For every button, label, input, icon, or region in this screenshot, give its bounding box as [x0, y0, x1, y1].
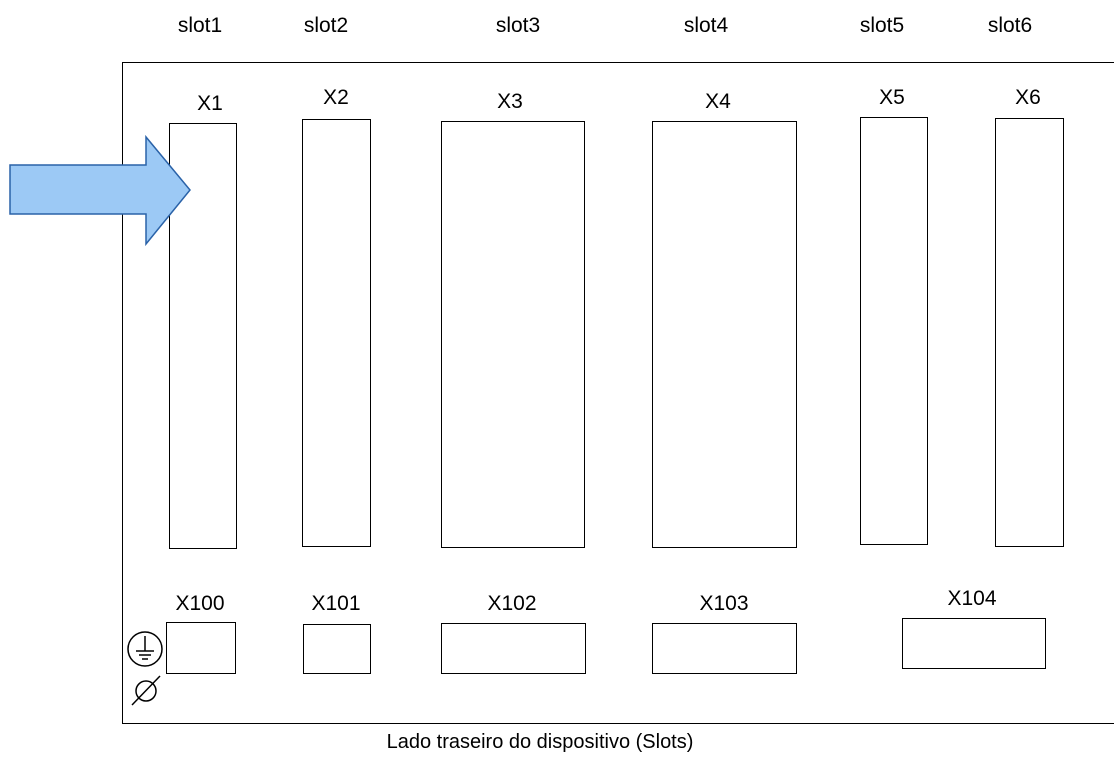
connector-x101-label: X101	[311, 592, 361, 615]
slot4-label: slot4	[683, 14, 729, 37]
connector-x1	[169, 123, 237, 549]
connector-x102-label: X102	[487, 592, 537, 615]
slot5-label: slot5	[859, 14, 905, 37]
connector-x104-label: X104	[947, 587, 997, 610]
connector-x3	[441, 121, 585, 548]
connector-x101	[303, 624, 371, 674]
protective-earth-icon	[127, 631, 163, 667]
connector-x102	[441, 623, 586, 674]
slot3-label: slot3	[495, 14, 541, 37]
right-arrow-icon	[9, 134, 191, 247]
device-rear-panel	[122, 62, 1114, 724]
slot6-label: slot6	[987, 14, 1033, 37]
connector-x5	[860, 117, 928, 545]
connector-x100-label: X100	[175, 592, 225, 615]
slot1-label: slot1	[177, 14, 223, 37]
connector-x2	[302, 119, 371, 547]
connector-x104	[902, 618, 1046, 669]
diameter-icon	[131, 675, 161, 706]
connector-x103	[652, 623, 797, 674]
connector-x100	[166, 622, 236, 674]
connector-x6-label: X6	[1015, 86, 1041, 109]
diagram-caption: Lado traseiro do dispositivo (Slots)	[386, 731, 694, 753]
slot2-label: slot2	[303, 14, 349, 37]
connector-x6	[995, 118, 1064, 547]
connector-x2-label: X2	[323, 86, 349, 109]
connector-x5-label: X5	[879, 86, 905, 109]
connector-x3-label: X3	[497, 90, 523, 113]
connector-x4	[652, 121, 797, 548]
connector-x1-label: X1	[197, 92, 223, 115]
connector-x4-label: X4	[705, 90, 731, 113]
connector-x103-label: X103	[699, 592, 749, 615]
